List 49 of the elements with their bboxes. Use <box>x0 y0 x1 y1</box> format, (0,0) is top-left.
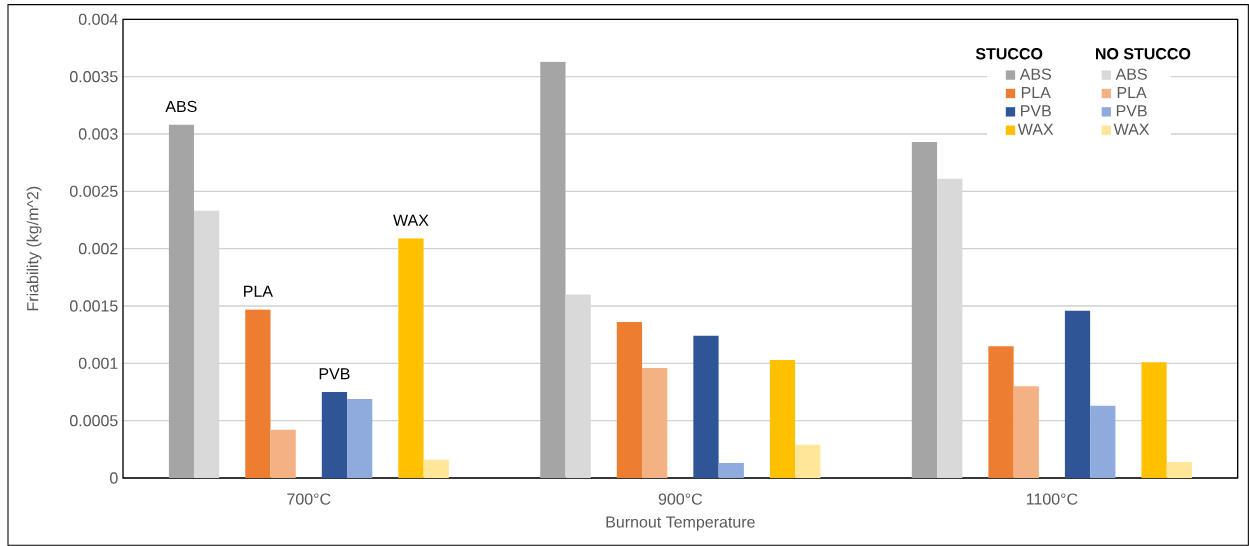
y-tick-label: 0.0025 <box>69 185 118 197</box>
x-tick-label: 1100°C <box>1026 493 1078 505</box>
annotation: ABS <box>165 100 197 113</box>
bar <box>718 463 744 478</box>
bar <box>1166 461 1192 478</box>
bar <box>270 429 296 478</box>
bar <box>245 309 271 478</box>
bar <box>795 444 821 478</box>
annotation: PLA <box>244 285 273 297</box>
bar <box>540 61 566 478</box>
bar <box>1013 386 1039 478</box>
y-tick-label: 0.001 <box>78 357 118 369</box>
bar <box>693 335 719 478</box>
legend-label: PVB <box>1021 105 1051 117</box>
legend-label: WAX <box>1113 123 1150 135</box>
y-tick-label: 0.002 <box>78 243 118 255</box>
annotation: WAX <box>393 214 429 226</box>
y-tick-label: 0.003 <box>78 128 118 140</box>
y-tick-label: 0.0015 <box>69 300 118 312</box>
y-tick-label: 0.004 <box>78 13 118 25</box>
y-axis-title: Friability (kg/m^2) <box>26 186 42 311</box>
x-axis-title: Burnout Temperature <box>606 516 755 531</box>
bar <box>1064 310 1091 478</box>
annotation: PVB <box>319 368 350 380</box>
bar <box>642 367 668 478</box>
y-tick-label: 0.0035 <box>69 71 118 83</box>
bar <box>1090 405 1116 478</box>
y-tick-label: 0.0005 <box>69 415 118 427</box>
annotation: STUCCO <box>975 48 1043 60</box>
bar <box>1141 362 1167 478</box>
bar <box>911 142 938 478</box>
legend-label: WAX <box>1017 123 1054 135</box>
x-tick-label: 900°C <box>658 493 703 505</box>
bar <box>423 459 449 478</box>
legend-label: ABS <box>1115 68 1147 80</box>
x-tick-label: 700°C <box>287 493 331 505</box>
legend-label: PLA <box>1021 87 1051 99</box>
bar <box>321 392 348 478</box>
bar <box>769 359 796 478</box>
y-tick-label: 0 <box>110 472 118 484</box>
bar <box>398 238 424 478</box>
bar <box>988 346 1014 478</box>
legend-label: PLA <box>1117 87 1147 99</box>
bar <box>616 322 643 478</box>
bar <box>168 124 194 478</box>
annotation: NO STUCCO <box>1095 48 1191 60</box>
legend-label: PVB <box>1116 105 1147 117</box>
bar <box>347 398 373 478</box>
legend-label: ABS <box>1019 68 1051 80</box>
